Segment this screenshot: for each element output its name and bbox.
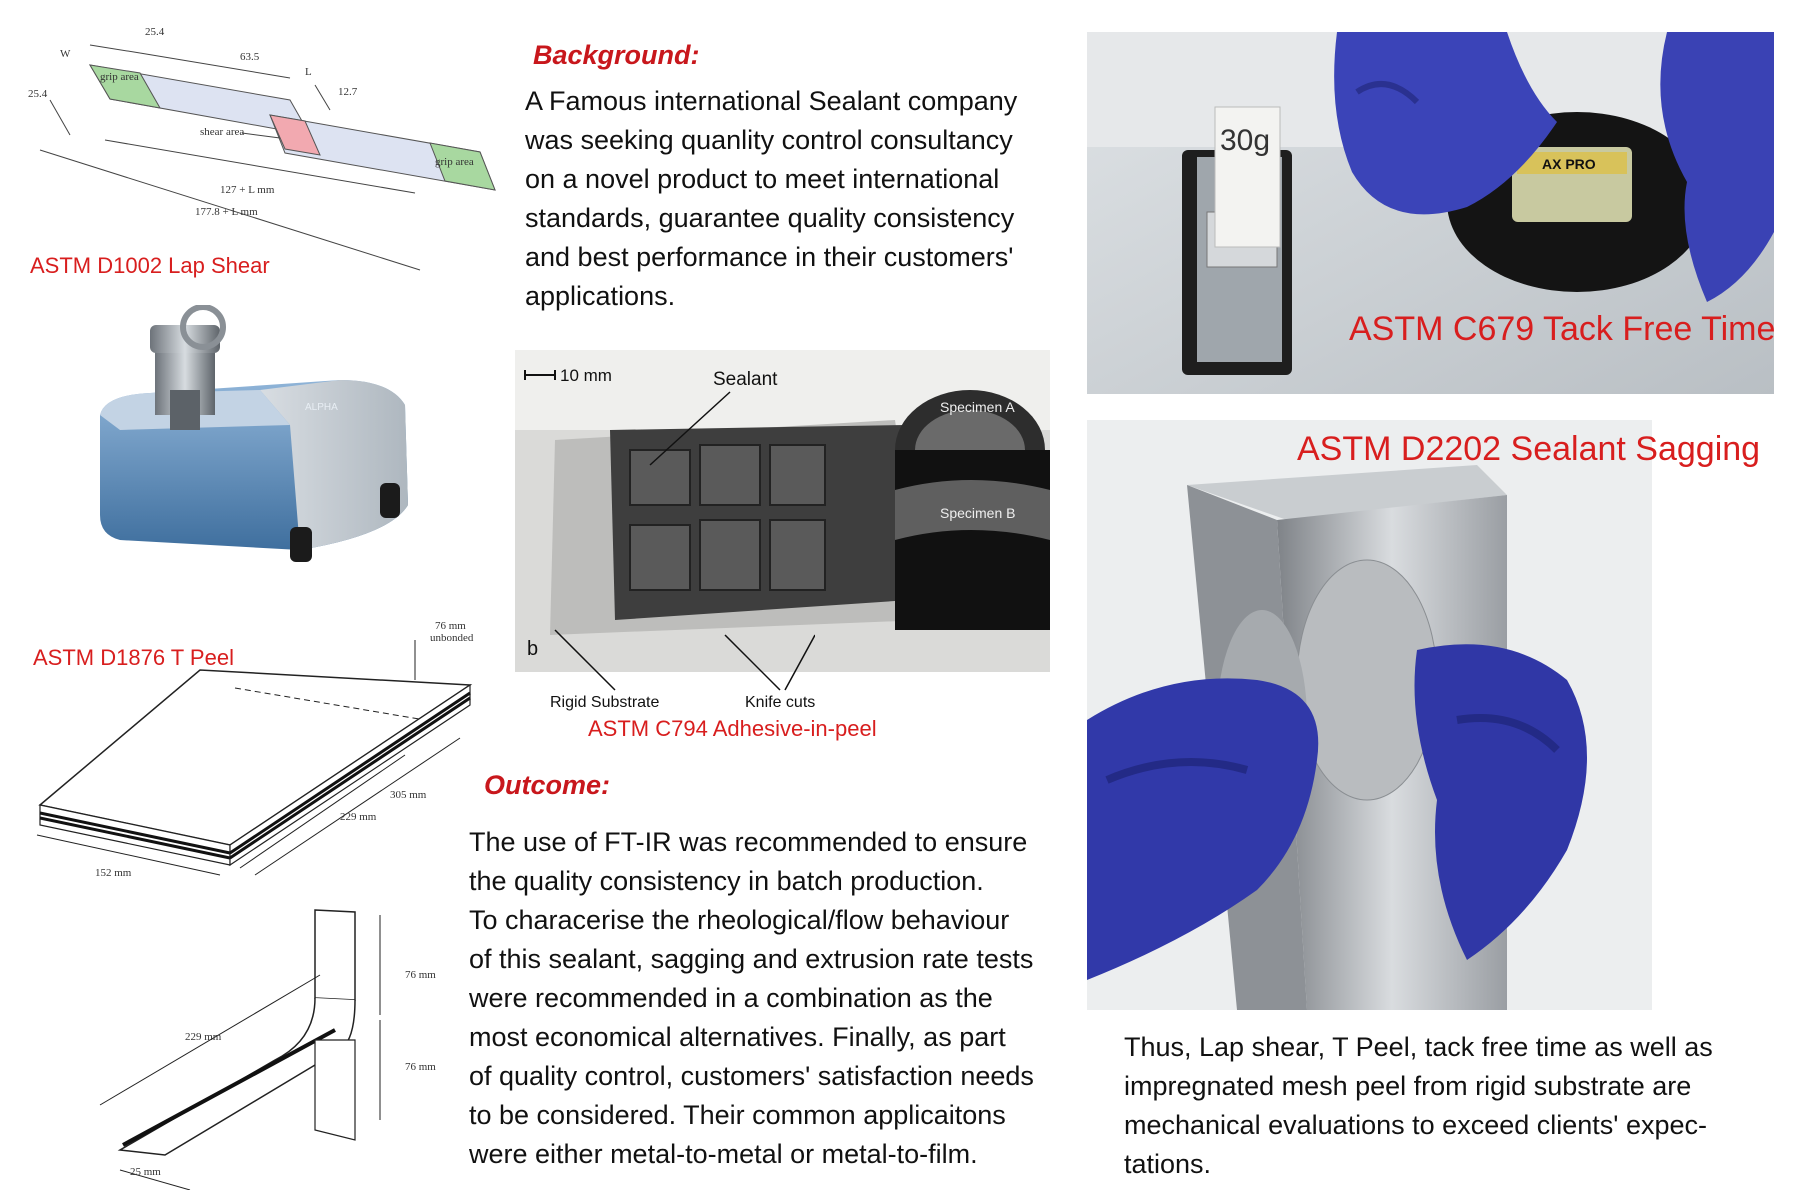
adhesive-peel-photo: 10 mm Sealant Specimen A Specimen B b (515, 350, 1050, 672)
peel-specimen-a-label: Specimen A (940, 399, 1015, 415)
ftir-brand-label: ALPHA (305, 402, 338, 413)
sagging-image (1087, 420, 1652, 1010)
lap-shear-figure: W 25.4 25.4 63.5 L 12.7 grip area grip a… (20, 15, 500, 285)
t-peel-unbonded-1: 76 mm (435, 620, 466, 632)
lap-grip-right: grip area (435, 156, 474, 168)
tack-free-caption: ASTM C679 Tack Free Time (1349, 310, 1776, 348)
adhesive-peel-caption: ASTM C794 Adhesive-in-peel (588, 716, 877, 741)
t-peel-unbonded-2: unbonded (430, 632, 474, 644)
lap-shear-diagram: W 25.4 25.4 63.5 L 12.7 grip area grip a… (28, 26, 496, 271)
lap-len1: 127 + L mm (220, 184, 275, 196)
t-peel-dim-229b: 229 mm (185, 1031, 222, 1043)
adhesive-peel-image: 10 mm Sealant Specimen A Specimen B b (515, 350, 1050, 672)
outcome-heading: Outcome: (484, 770, 611, 800)
ftir-instrument-figure: ALPHA (90, 304, 420, 575)
lap-shear-caption: ASTM D1002 Lap Shear (30, 253, 270, 278)
peel-specimen-b-label: Specimen B (940, 505, 1015, 521)
peel-scale-label: 10 mm (560, 366, 612, 385)
peel-rigid-substrate-label: Rigid Substrate (550, 694, 660, 711)
t-peel-dim-25: 25 mm (130, 1166, 161, 1178)
t-peel-diagram: 76 mm unbonded 305 mm 229 mm 152 mm 76 m… (36, 620, 474, 1191)
weight-label: 30g (1220, 124, 1270, 157)
lap-w-label: W (60, 48, 71, 60)
t-peel-dim-76a: 76 mm (405, 969, 436, 981)
conclusion-text: Thus, Lap shear, T Peel, tack free time … (1124, 1032, 1713, 1179)
lap-l-label: L (305, 66, 312, 78)
sagging-caption: ASTM D2202 Sealant Sagging (1297, 430, 1761, 468)
tack-free-photo: 30g AX PRO (1087, 32, 1774, 394)
peel-panel-label: b (527, 638, 538, 660)
t-peel-caption: ASTM D1876 T Peel (33, 645, 234, 670)
peel-knife-cuts-label: Knife cuts (745, 694, 816, 711)
lap-grip-left: grip area (100, 71, 139, 83)
lap-len2: 177.8 + L mm (195, 206, 258, 218)
background-text: A Famous international Sealant company w… (525, 86, 1018, 311)
lap-dim-12: 12.7 (338, 86, 358, 98)
lap-dim-25b: 25.4 (28, 88, 48, 100)
t-peel-dim-152: 152 mm (95, 867, 132, 879)
t-peel-dim-305: 305 mm (390, 789, 427, 801)
background-heading: Background: (533, 40, 700, 70)
lap-shear-area: shear area (200, 126, 244, 138)
outcome-text: The use of FT-IR was recommended to ensu… (469, 827, 1034, 1169)
t-peel-dim-76b: 76 mm (405, 1061, 436, 1073)
peel-callout-lines (554, 629, 815, 691)
t-peel-dim-229: 229 mm (340, 811, 377, 823)
lap-dim-63: 63.5 (240, 51, 260, 63)
tack-free-image: 30g AX PRO (1087, 32, 1774, 394)
lap-dim-25a: 25.4 (145, 26, 165, 38)
ftir-instrument-image: ALPHA (100, 304, 408, 562)
peel-sealant-label: Sealant (713, 369, 778, 390)
t-peel-figure: 76 mm unbonded 305 mm 229 mm 152 mm 76 m… (15, 620, 485, 1191)
sagging-photo (1087, 420, 1652, 1010)
stopwatch-brand: AX PRO (1542, 156, 1596, 172)
